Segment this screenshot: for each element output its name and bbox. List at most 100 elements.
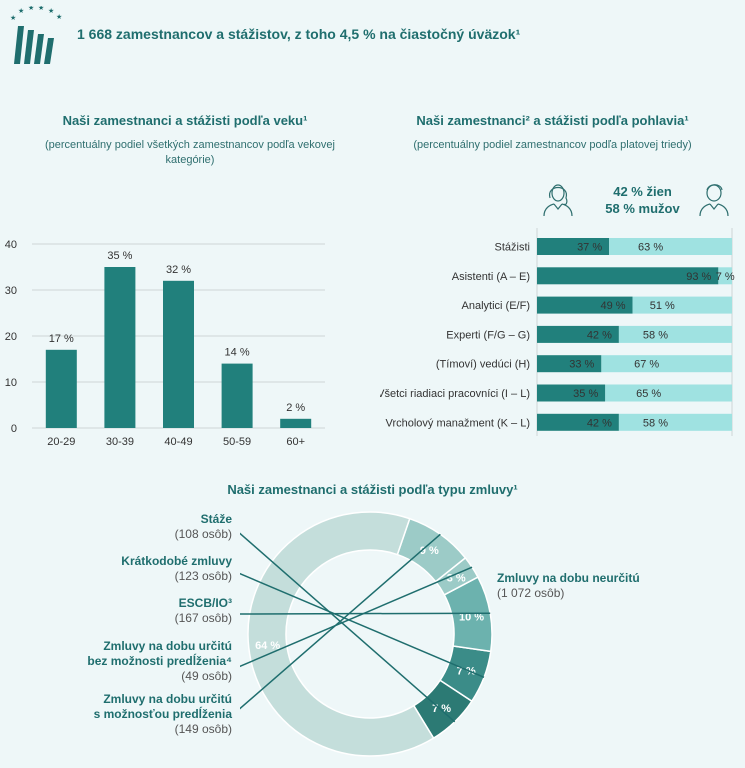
label-urcita-bez: Zmluvy na dobu určitú bez možnosti predĺ… — [20, 639, 232, 684]
gender-men-value-label: 67 % — [634, 359, 659, 371]
gender-bar-women — [537, 384, 606, 402]
gender-men-value-label: 7 % — [716, 271, 735, 283]
label-escb: ESCB/IO³ (167 osôb) — [20, 596, 232, 626]
gender-men-value-label: 51 % — [650, 300, 675, 312]
gender-bar-women — [537, 238, 610, 255]
gender-category-label: Všetci riadiaci pracovníci (I – L) — [380, 388, 530, 400]
gender-men-value-label: 58 % — [643, 417, 668, 429]
gender-category-label: (Tímoví) vedúci (H) — [436, 359, 530, 371]
gender-bar-men — [718, 267, 732, 285]
age-bar-value-label: 32 % — [166, 264, 191, 276]
age-ytick-label: 0 — [11, 423, 17, 435]
gender-women-value-label: 49 % — [600, 300, 625, 312]
gender-bar-women — [537, 413, 619, 431]
age-bar — [104, 267, 136, 428]
svg-text:★: ★ — [18, 7, 24, 15]
age-ytick-label: 20 — [5, 331, 17, 343]
gender-women-value-label: 37 % — [577, 242, 602, 254]
gender-women-value-label: 93 % — [686, 271, 711, 283]
label-urcita-s-name2: s možnosťou predĺženia — [93, 707, 232, 721]
age-category-label: 60+ — [286, 436, 305, 448]
svg-text:★: ★ — [48, 7, 54, 15]
age-category-label: 30-39 — [106, 436, 134, 448]
svg-text:★: ★ — [10, 14, 16, 22]
label-escb-name: ESCB/IO³ — [178, 596, 232, 610]
contract-donut-chart: 7 %7 %10 %3 %9 %64 % — [240, 511, 493, 757]
gender-women-value-label: 42 % — [587, 329, 612, 341]
age-bar — [163, 280, 194, 428]
label-urcita-s: Zmluvy na dobu určitú s možnosťou predĺž… — [20, 692, 232, 737]
gender-bar-women — [537, 296, 633, 314]
age-category-label: 40-49 — [164, 436, 192, 448]
gender-category-label: Vrcholový manažment (K – L) — [386, 417, 530, 429]
age-bar — [221, 363, 253, 428]
svg-text:★: ★ — [38, 6, 44, 12]
age-ytick-label: 30 — [5, 285, 17, 297]
age-bar-value-label: 2 % — [286, 402, 305, 414]
gender-category-label: Analytici (E/F) — [462, 300, 530, 312]
ecb-logo-icon: ★★ ★ ★ ★★ — [10, 6, 62, 64]
man-icon — [699, 184, 729, 217]
age-ytick-label: 40 — [5, 239, 17, 251]
age-ytick-label: 10 — [5, 377, 17, 389]
gender-bar-men — [632, 296, 732, 314]
page-title: 1 668 zamestnancov a stážistov, z toho 4… — [77, 26, 521, 42]
label-urcita-bez-name2: bez možnosti predĺženia⁴ — [87, 654, 232, 668]
age-bar — [45, 349, 77, 428]
age-bar-value-label: 35 % — [107, 250, 132, 262]
label-kratkodobe: Krátkodobé zmluvy (123 osôb) — [20, 554, 232, 584]
label-staze: Stáže (108 osôb) — [20, 512, 232, 542]
gender-chart-subtitle: (percentuálny podiel zamestnancov podľa … — [413, 139, 692, 151]
donut-leader-line — [240, 572, 485, 679]
donut-leader-line — [240, 532, 456, 723]
gender-women-value-label: 42 % — [587, 417, 612, 429]
svg-text:★: ★ — [28, 6, 34, 12]
gender-category-label: Experti (F/G – G) — [446, 329, 530, 341]
gender-men-value-label: 58 % — [643, 329, 668, 341]
gender-chart-title: Naši zamestnanci² a stážisti podľa pohla… — [416, 113, 689, 128]
gender-category-label: Asistenti (A – E) — [452, 271, 530, 283]
svg-text:★: ★ — [56, 13, 62, 21]
label-staze-count: (108 osôb) — [174, 527, 232, 541]
label-kratkodobe-count: (123 osôb) — [174, 569, 232, 583]
gender-women-value-label: 35 % — [573, 388, 598, 400]
men-total: 58 % mužov — [605, 201, 680, 216]
label-urcita-bez-name1: Zmluvy na dobu určitú — [103, 639, 232, 653]
gender-men-value-label: 65 % — [636, 388, 661, 400]
donut-slice-value-label: 9 % — [420, 545, 439, 557]
gender-bar-men — [618, 413, 732, 431]
contract-chart-title: Naši zamestnanci a stážisti podľa typu z… — [227, 482, 518, 497]
label-urcita-s-name1: Zmluvy na dobu určitú — [103, 692, 232, 706]
label-neurcita: Zmluvy na dobu neurčitú (1 072 osôb) — [497, 571, 727, 601]
gender-bar-men — [605, 384, 732, 402]
age-bar-value-label: 14 % — [225, 347, 250, 359]
donut-leader-line — [240, 566, 473, 668]
gender-bar-women — [537, 325, 619, 343]
gender-bar-men — [601, 355, 732, 373]
donut-slice-value-label: 64 % — [255, 640, 280, 652]
label-neurcita-name: Zmluvy na dobu neurčitú — [497, 571, 640, 585]
age-bar-value-label: 17 % — [49, 333, 74, 345]
women-total: 42 % žien — [613, 184, 672, 199]
label-urcita-s-count: (149 osôb) — [174, 722, 232, 736]
age-chart-subtitle: (percentuálny podiel všetkých zamestnanc… — [45, 139, 335, 166]
label-neurcita-count: (1 072 osôb) — [497, 586, 565, 600]
gender-bar-men — [618, 325, 732, 343]
gender-men-value-label: 63 % — [638, 242, 663, 254]
woman-icon — [543, 184, 573, 217]
age-chart: 0 10 20 30 40 17 % 20-29 35 % 30-39 32 % 40-49 14 %… — [5, 239, 325, 448]
label-escb-count: (167 osôb) — [174, 611, 232, 625]
age-category-label: 50-59 — [223, 436, 251, 448]
age-bar — [280, 418, 312, 428]
age-chart-title: Naši zamestnanci a stážisti podľa veku¹ — [62, 113, 308, 128]
donut-slice — [247, 511, 435, 757]
gender-women-value-label: 33 % — [569, 359, 594, 371]
gender-category-label: Stážisti — [495, 242, 530, 254]
gender-bar-men — [609, 238, 732, 255]
label-staze-name: Stáže — [200, 512, 232, 526]
label-kratkodobe-name: Krátkodobé zmluvy — [121, 554, 232, 568]
donut-leader-line — [240, 533, 441, 710]
gender-bar-women — [537, 267, 719, 285]
gender-chart: Stážisti 37 % 63 % Asistenti (A – E) 93 % 7 %… — [380, 228, 735, 436]
gender-bar-women — [537, 355, 602, 373]
